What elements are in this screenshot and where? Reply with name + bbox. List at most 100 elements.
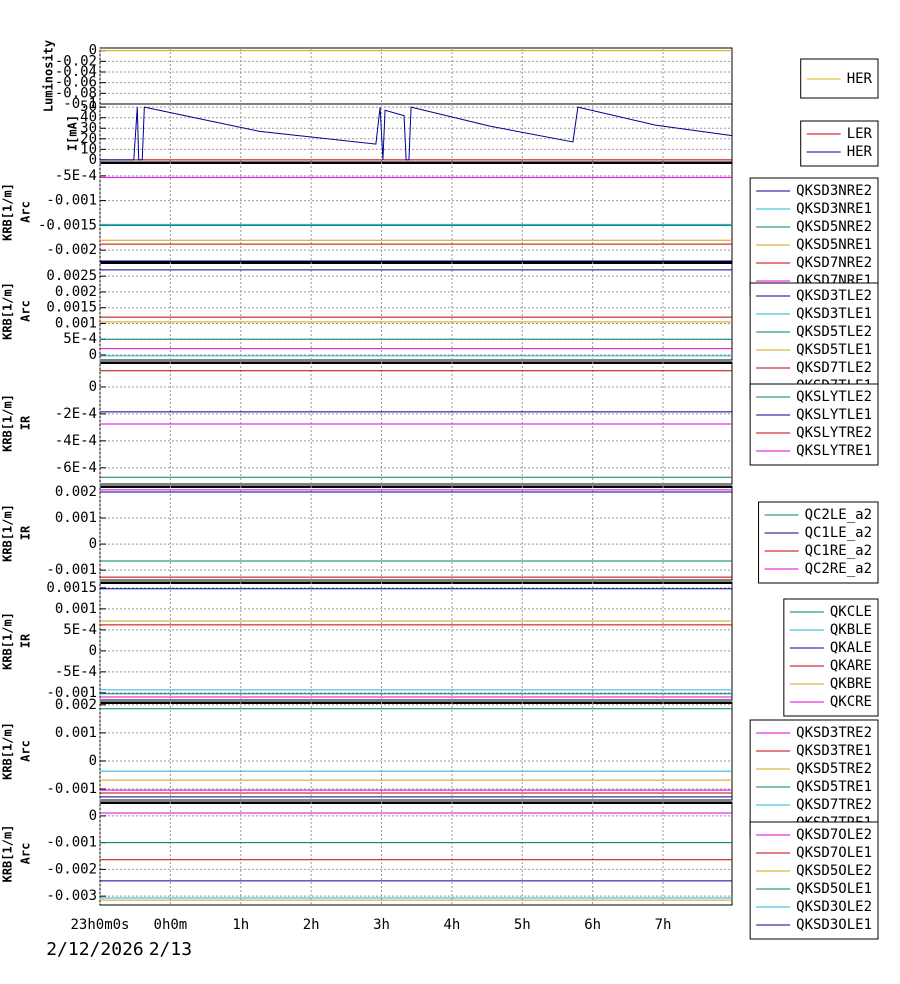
legend-label: QKSD7OLE1 [796,845,872,861]
legend-label: QKSD5OLE1 [796,881,872,897]
legend-label: QKSD3TLE1 [796,306,872,322]
legend-label: QKSD3OLE1 [796,917,872,933]
legend: QC2LE_a2 QC1LE_a2 QC1RE_a2 QC2RE_a2 [758,501,879,584]
y-axis-label: KRB[1/m] [1,825,15,883]
y-axis-label: KRB[1/m] [1,612,15,670]
legend-label: QKCRE [830,694,872,710]
y-axis-label: KRB[1/m] [1,183,15,241]
legend-box [749,821,879,940]
legend-label: QKSLYTLE2 [796,389,872,405]
legend-label: QKSD3NRE1 [796,201,872,217]
y-tick-label: 0.001 [55,601,97,617]
legend-label: QKSLYTLE1 [796,407,872,423]
legend-label: QC1LE_a2 [805,525,872,541]
y-tick-label: 0.001 [55,510,97,526]
y-tick-label: -0.06 [55,75,97,91]
y-tick-label: 30 [80,120,97,136]
legend: QKSD7OLE2 QKSD7OLE1 QKSD5OLE2 QKSD5OLE1 QKSD… [749,821,879,940]
plot-area [99,361,733,485]
y-tick-label: 0.0015 [46,300,97,316]
legend: LER HER [800,120,879,167]
y-tick-label: -0.001 [46,562,97,578]
y-axis-label: KRB[1/m] [1,282,15,340]
legend: QKSD3NRE2 QKSD3NRE1 QKSD5NRE2 QKSD5NRE1 QKSD… [749,177,879,296]
y-tick-label: -0.001 [46,835,97,851]
legend-box [749,177,879,296]
y-tick-label: -5E-4 [55,168,97,184]
legend: QKSD3TLE2 QKSD3TLE1 QKSD5TLE2 QKSD5TLE1 QKSD… [749,282,879,401]
y-tick-label: 0 [89,43,97,59]
y-axis-label: KRB[1/m] [1,722,15,780]
y-axis-label: IR [19,415,33,430]
y-tick-label: 0 [89,753,97,769]
y-tick-label: 5E-4 [63,331,97,347]
legend-label: QKALE [830,640,872,656]
y-axis-label: Arc [19,300,33,322]
y-tick-label: 10 [80,141,97,157]
x-tick-label: 6h [584,917,601,933]
legend-label: QKSD7OLE2 [796,827,872,843]
y-tick-label: -2E-4 [55,406,97,422]
y-tick-label: 0.002 [55,284,97,300]
legend-label: QKSD5TLE2 [796,324,872,340]
legend: QKCLE QKBLE QKALE QKARE QKBRE QKCRE [783,598,879,717]
y-axis-label: Arc [19,201,33,223]
x-tick-label: 5h [514,917,531,933]
y-axis-label: Arc [19,843,33,865]
y-tick-label: 0.001 [55,315,97,331]
x-tick-label: 4h [443,917,460,933]
plot-area [99,103,733,163]
x-tick-label: 1h [232,917,249,933]
y-tick-label: -0.1 [63,96,97,112]
y-tick-label: 20 [80,131,97,147]
y-tick-label: -4E-4 [55,433,97,449]
y-tick-label: 0.002 [55,697,97,713]
legend-label: QKSD5TRE2 [796,761,872,777]
y-tick-label: -5E-4 [55,664,97,680]
y-tick-label: 0 [89,347,97,363]
x-tick-label: 23h0m0s [70,917,129,933]
legend-label: QKBLE [830,622,872,638]
legend-label: QKSD5TRE1 [796,779,872,795]
plot-area [99,261,733,361]
y-tick-label: -0.001 [46,193,97,209]
legend-label: QKSD5OLE2 [796,863,872,879]
series-line [100,106,733,161]
x-date-label: 2/12/2026 [46,939,144,960]
y-axis-label: Luminosity [42,40,56,112]
legend-label: QKSD3TRE1 [796,743,872,759]
legend-label: QKSD7TRE2 [796,797,872,813]
legend: QKSLYTLE2 QKSLYTLE1 QKSLYTRE2 QKSLYTRE1 [749,383,879,466]
x-tick-label: 7h [655,917,672,933]
legend-label: QKSD5NRE1 [796,237,872,253]
y-tick-label: 5E-4 [63,622,97,638]
legend-label: QKSD5NRE2 [796,219,872,235]
plot-area [99,485,733,581]
legend-label: QKSLYTRE1 [796,443,872,459]
legend-box [749,719,879,838]
plot-area [99,701,733,801]
legend-label: QKCLE [830,604,872,620]
y-tick-label: -0.001 [46,781,97,797]
y-tick-label: 0.002 [55,484,97,500]
y-tick-label: -0.0015 [38,217,97,233]
y-tick-label: -0.08 [55,85,97,101]
legend: QKSD3TRE2 QKSD3TRE1 QKSD5TRE2 QKSD5TRE1 QKSD… [749,719,879,838]
legend-label: QC2RE_a2 [805,561,872,577]
y-tick-label: -0.001 [46,685,97,701]
y-tick-label: 0.0025 [46,268,97,284]
y-tick-label: 0 [89,379,97,395]
y-axis-label: KRB[1/m] [1,394,15,452]
legend-box [800,120,879,167]
y-tick-label: 0 [89,536,97,552]
x-date-label: 2/13 [149,939,192,960]
legend-label: QKSD7TLE2 [796,360,872,376]
y-tick-label: 0 [89,643,97,659]
y-axis-label: Arc [19,740,33,762]
legend-label: QKSD3NRE2 [796,183,872,199]
legend-label: QKBRE [830,676,872,692]
y-tick-label: 0 [89,808,97,824]
legend: HER [800,58,879,99]
legend-label: LER [847,126,873,142]
y-tick-label: -6E-4 [55,460,97,476]
